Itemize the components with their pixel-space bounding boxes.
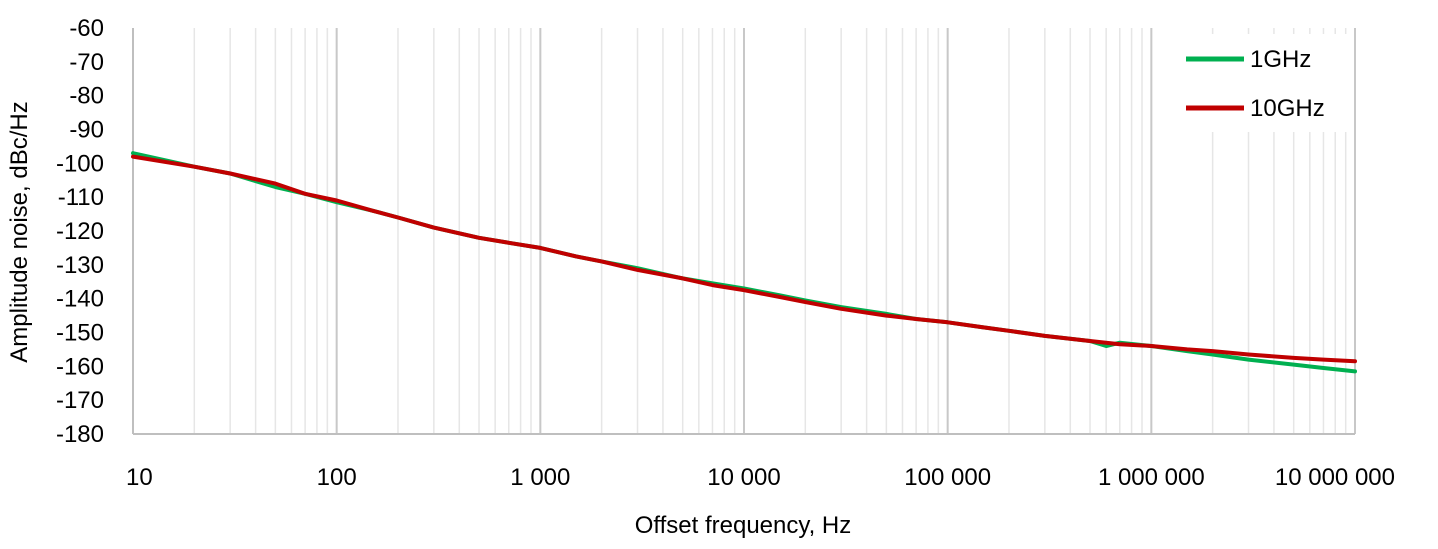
x-tick-label: 100 000: [904, 464, 991, 491]
legend-label-1ghz: 1GHz: [1250, 46, 1311, 73]
axes: [132, 28, 1355, 435]
series-line-10ghz: [131, 154, 1357, 364]
y-axis-label: Amplitude noise, dBc/Hz: [6, 101, 33, 362]
y-tick-label: -60: [69, 15, 104, 42]
y-tick-labels: -60 -70 -80 -90 -100 -110 -120 -130 -140 -150 -160…: [56, 15, 104, 448]
x-tick-label: 10 000: [707, 464, 780, 491]
y-tick-label: -160: [56, 353, 104, 380]
legend-box: [1166, 34, 1352, 132]
legend: 1GHz 10GHz: [1166, 34, 1352, 132]
y-tick-label: -180: [56, 421, 104, 448]
x-axis-label: Offset frequency, Hz: [635, 512, 852, 539]
x-tick-label: 10 000 000: [1275, 464, 1395, 491]
x-tick-labels: 10 100 1 000 10 000 100 000 1 000 000 10 000 0…: [126, 464, 1395, 491]
y-tick-label: -100: [56, 150, 104, 177]
x-tick-label: 10: [126, 464, 153, 491]
x-tick-label: 1 000 000: [1098, 464, 1205, 491]
legend-label-10ghz: 10GHz: [1250, 95, 1325, 122]
y-tick-label: -110: [58, 184, 104, 211]
y-tick-label: -130: [56, 252, 104, 279]
grid-lines: [132, 28, 1356, 434]
y-tick-label: -80: [69, 83, 104, 110]
x-tick-label: 1 000: [510, 464, 570, 491]
y-tick-label: -70: [69, 49, 104, 76]
y-tick-label: -140: [56, 286, 104, 313]
y-tick-label: -170: [56, 387, 104, 414]
y-tick-label: -90: [69, 117, 104, 144]
x-tick-label: 100: [317, 464, 357, 491]
series-lines: [131, 151, 1357, 374]
y-tick-label: -150: [56, 320, 104, 347]
y-tick-label: -120: [56, 218, 104, 245]
